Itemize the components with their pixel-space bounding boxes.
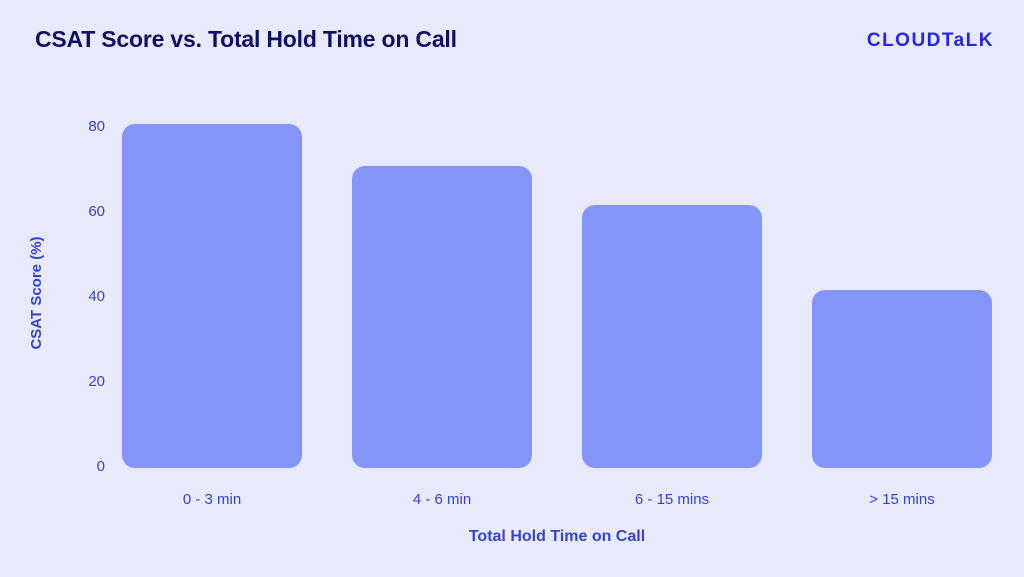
x-axis-title: Total Hold Time on Call [468, 528, 646, 545]
bar [122, 123, 302, 468]
y-axis-title: CSAT Score (%) [28, 236, 45, 350]
bar [812, 289, 992, 468]
page-title: CSAT Score vs. Total Hold Time on Call [35, 26, 457, 52]
x-category-label: 0 - 3 min [182, 491, 242, 508]
y-tick-label: 60 [88, 203, 105, 220]
y-tick-label: 40 [88, 288, 105, 305]
y-tick-label: 20 [88, 373, 105, 390]
x-category-label: 4 - 6 min [412, 491, 472, 508]
x-category-label: 6 - 15 mins [634, 491, 710, 508]
bar [352, 166, 532, 468]
x-category-label: > 15 mins [869, 491, 935, 508]
bar [582, 204, 762, 468]
y-tick-label: 0 [96, 458, 105, 475]
cloudtalk-logo: CLOUDTaLK [866, 30, 994, 51]
y-tick-label: 80 [88, 118, 105, 135]
